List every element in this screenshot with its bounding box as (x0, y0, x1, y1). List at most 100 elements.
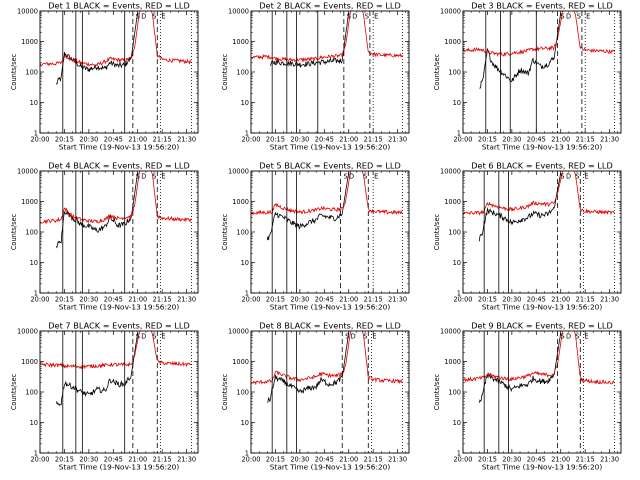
x-tick-label: 20:30 (79, 296, 98, 304)
x-tick-label: 21:15 (576, 136, 595, 144)
x-tick-label: 20:00 (30, 456, 49, 464)
event-marker-d-1: D (349, 173, 354, 181)
y-axis-label: Counts/sec (221, 373, 229, 410)
x-tick-label: 20:45 (104, 296, 123, 304)
event-marker-e-3: E (161, 333, 165, 341)
event-marker-s-0: S (344, 173, 348, 181)
series-lld-det-9 (463, 331, 615, 385)
y-tick-label: 10000 (440, 167, 461, 175)
y-tick-label: 1000 (232, 38, 249, 46)
plot-frame (462, 170, 622, 294)
plot-frame (250, 330, 410, 454)
series-lld-det-8 (251, 331, 403, 386)
series-lld-det-7 (40, 331, 192, 370)
x-tick-label: 21:15 (153, 136, 172, 144)
x-tick-label: 21:30 (600, 296, 619, 304)
x-tick-label: 20:45 (104, 136, 123, 144)
event-marker-d-1: D (566, 13, 571, 21)
y-axis-label: Counts/sec (10, 373, 18, 410)
x-tick-label: 20:00 (453, 136, 472, 144)
event-marker-d-1: D (141, 333, 146, 341)
x-tick-label: 21:00 (551, 296, 570, 304)
x-axis-label: Start Time (19-Nov-13 19:56:20) (482, 143, 603, 152)
y-tick-label: 10000 (228, 167, 249, 175)
x-tick-label: 20:45 (527, 296, 546, 304)
y-axis-label: Counts/sec (433, 213, 441, 250)
x-tick-label: 21:00 (339, 456, 358, 464)
x-tick-label: 20:30 (79, 136, 98, 144)
x-tick-label: 20:00 (453, 456, 472, 464)
series-events-det-2 (270, 12, 350, 69)
series-events-det-7 (55, 332, 139, 406)
x-tick-label: 21:15 (364, 296, 383, 304)
event-marker-e-3: E (372, 333, 376, 341)
x-tick-label: 21:00 (128, 296, 147, 304)
chart-title: Det 6 BLACK = Events, RED = LLD (471, 161, 613, 171)
x-axis-label: Start Time (19-Nov-13 19:56:20) (482, 463, 603, 472)
event-marker-e-3: E (374, 173, 378, 181)
x-axis-label: Start Time (19-Nov-13 19:56:20) (270, 463, 391, 472)
x-tick-label: 21:00 (128, 456, 147, 464)
x-tick-label: 20:15 (478, 296, 497, 304)
y-tick-label: 1 (457, 449, 461, 457)
y-tick-label: 10000 (440, 327, 461, 335)
x-tick-label: 20:30 (502, 456, 521, 464)
series-lld-det-6 (463, 171, 615, 216)
x-tick-label: 21:00 (551, 136, 570, 144)
x-tick-label: 21:15 (576, 456, 595, 464)
y-tick-label: 1 (34, 449, 38, 457)
x-tick-label: 20:30 (502, 136, 521, 144)
y-axis-label: Counts/sec (10, 213, 18, 250)
x-tick-label: 20:45 (315, 136, 334, 144)
chart-title: Det 5 BLACK = Events, RED = LLD (259, 161, 401, 171)
y-tick-label: 10 (453, 259, 461, 267)
event-marker-d-1: D (566, 333, 571, 341)
x-tick-label: 21:00 (339, 136, 358, 144)
x-tick-label: 20:30 (290, 456, 309, 464)
event-marker-s-0: S (347, 13, 351, 21)
chart-title: Det 9 BLACK = Events, RED = LLD (471, 321, 613, 331)
x-tick-label: 21:30 (177, 456, 196, 464)
y-tick-label: 100 (236, 388, 249, 396)
x-tick-label: 21:30 (388, 456, 407, 464)
y-tick-label: 100 (448, 388, 461, 396)
x-tick-label: 20:30 (502, 296, 521, 304)
y-tick-label: 1000 (21, 38, 38, 46)
event-marker-s-2: S (575, 173, 579, 181)
y-tick-label: 10 (30, 259, 38, 267)
event-marker-s-2: S (577, 13, 581, 21)
event-marker-s-0: S (345, 333, 349, 341)
event-marker-s-2: S (575, 333, 579, 341)
x-tick-label: 21:00 (339, 296, 358, 304)
event-marker-e-3: E (161, 13, 165, 21)
x-tick-label: 20:30 (290, 296, 309, 304)
x-tick-label: 20:45 (104, 456, 123, 464)
y-tick-label: 10000 (440, 7, 461, 15)
series-events-det-4 (55, 172, 139, 249)
y-tick-label: 1000 (21, 358, 38, 366)
x-tick-label: 21:15 (364, 456, 383, 464)
y-axis-label: Counts/sec (221, 213, 229, 250)
y-tick-label: 10 (241, 419, 249, 427)
y-tick-label: 1 (457, 289, 461, 297)
x-tick-label: 20:00 (453, 296, 472, 304)
event-marker-s-0: S (560, 13, 564, 21)
x-tick-label: 20:15 (478, 136, 497, 144)
event-marker-s-0: S (136, 173, 140, 181)
y-axis-label: Counts/sec (10, 53, 18, 90)
x-tick-label: 20:00 (241, 456, 260, 464)
y-tick-label: 1 (34, 289, 38, 297)
y-tick-label: 10 (30, 99, 38, 107)
series-lld-det-5 (251, 171, 403, 216)
plot-frame (462, 330, 622, 454)
x-tick-label: 21:30 (177, 136, 196, 144)
x-axis-label: Start Time (19-Nov-13 19:56:20) (482, 303, 603, 312)
y-tick-label: 10000 (17, 327, 38, 335)
x-tick-label: 20:45 (315, 296, 334, 304)
x-tick-label: 20:45 (527, 456, 546, 464)
y-tick-label: 10000 (228, 7, 249, 15)
